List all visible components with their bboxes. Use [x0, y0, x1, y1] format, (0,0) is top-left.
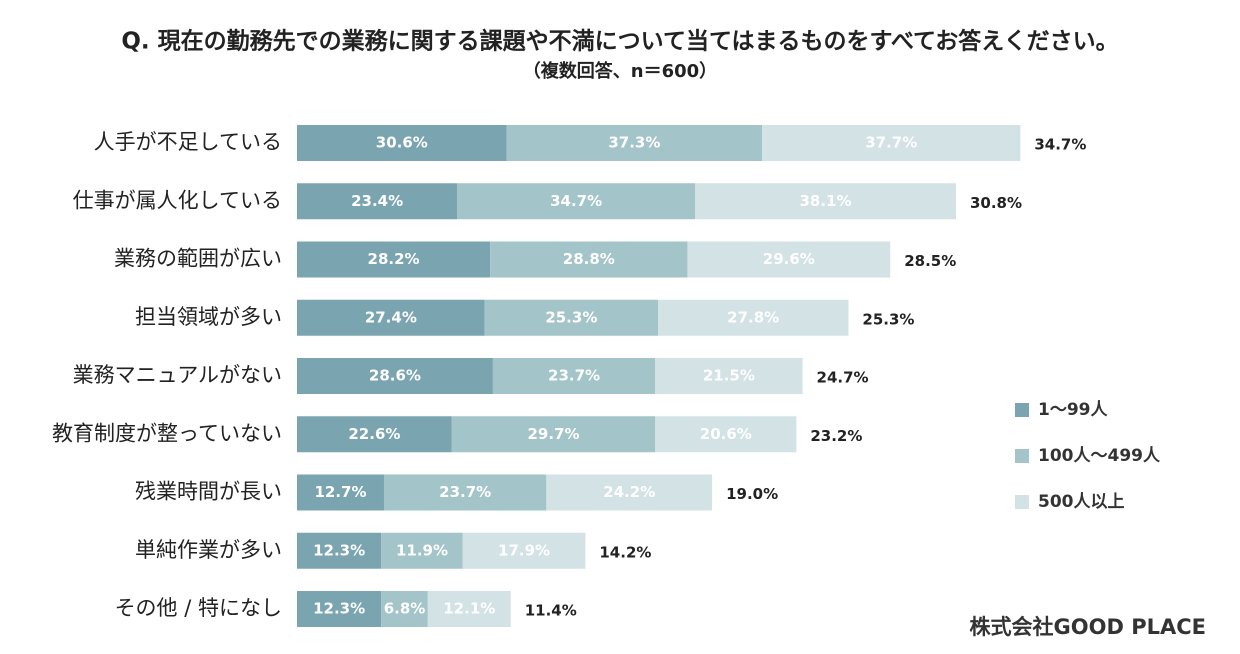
- bar-segment: [297, 474, 384, 511]
- bar-segment: [762, 125, 1021, 161]
- data-label: 27.8%: [727, 308, 779, 326]
- bar-segment: [506, 125, 763, 161]
- data-label: 12.3%: [313, 541, 365, 559]
- data-label: 12.7%: [314, 483, 366, 501]
- total-label: 14.2%: [599, 543, 651, 561]
- bar-segment: [297, 241, 491, 278]
- legend-label: 1〜99人: [1038, 400, 1108, 420]
- bar-segment: [297, 532, 382, 569]
- data-label: 28.6%: [369, 367, 421, 385]
- category-label: 業務マニュアルがない: [73, 363, 282, 387]
- bar-segment: [383, 474, 547, 511]
- total-label: 25.3%: [862, 310, 914, 328]
- category-label: 単純作業が多い: [135, 538, 282, 562]
- bar-segment: [381, 532, 463, 569]
- total-label: 34.7%: [1034, 136, 1086, 154]
- data-label: 24.2%: [603, 483, 655, 501]
- bar-segment: [297, 591, 382, 627]
- total-label: 28.5%: [904, 252, 956, 270]
- bar-segment: [462, 532, 586, 569]
- data-label: 20.6%: [700, 425, 752, 443]
- bar-segment: [457, 183, 695, 220]
- bar-segment: [297, 358, 493, 394]
- bar-segment: [427, 591, 511, 627]
- bar-segment: [484, 299, 658, 336]
- bar-segment: [655, 416, 797, 453]
- bar-segment: [694, 183, 956, 220]
- category-label: 残業時間が長い: [135, 480, 282, 504]
- total-label: 30.8%: [970, 194, 1022, 212]
- bar-segment: [381, 591, 428, 627]
- legend-label: 500人以上: [1038, 492, 1125, 512]
- legend-swatch: [1015, 403, 1029, 417]
- total-label: 23.2%: [810, 427, 862, 445]
- chart-title: Q. 現在の勤務先での業務に関する課題や不満について当てはまるものをすべてお答え…: [121, 28, 1118, 55]
- legend-swatch: [1015, 449, 1029, 463]
- data-label: 12.1%: [443, 600, 495, 618]
- data-label: 29.6%: [763, 250, 815, 268]
- category-label: 仕事が属人化している: [73, 188, 282, 212]
- data-label: 25.3%: [545, 308, 597, 326]
- data-label: 23.7%: [548, 367, 600, 385]
- bar-segment: [297, 125, 507, 161]
- chart-subtitle: （複数回答、n＝600）: [523, 60, 717, 82]
- data-label: 11.9%: [396, 541, 448, 559]
- bar-segment: [297, 416, 452, 453]
- data-label: 22.6%: [348, 425, 400, 443]
- bar-segment: [657, 299, 849, 336]
- data-label: 17.9%: [498, 541, 550, 559]
- category-label: 担当領域が多い: [135, 305, 282, 329]
- data-label: 23.4%: [351, 192, 403, 210]
- data-label: 27.4%: [365, 308, 417, 326]
- category-label: その他 / 特になし: [115, 596, 282, 620]
- data-label: 23.7%: [439, 483, 491, 501]
- data-label: 28.8%: [563, 250, 615, 268]
- data-label: 29.7%: [528, 425, 580, 443]
- data-label: 30.6%: [376, 134, 428, 152]
- category-label: 業務の範囲が広い: [114, 247, 282, 271]
- data-label: 28.2%: [368, 250, 420, 268]
- data-label: 34.7%: [550, 192, 602, 210]
- data-label: 37.3%: [608, 134, 660, 152]
- logo: 株式会社GOOD PLACE: [970, 615, 1206, 639]
- data-label: 21.5%: [703, 367, 755, 385]
- category-label: 教育制度が整っていない: [52, 421, 282, 445]
- data-label: 38.1%: [799, 192, 851, 210]
- total-label: 19.0%: [726, 485, 778, 503]
- bar-segment: [492, 358, 656, 394]
- legend-label: 100人〜499人: [1038, 446, 1161, 466]
- data-label: 6.8%: [384, 600, 426, 618]
- bar-segment: [655, 358, 803, 394]
- bar-segment: [451, 416, 656, 453]
- data-label: 37.7%: [865, 134, 917, 152]
- category-label: 人手が不足している: [94, 130, 282, 154]
- total-label: 11.4%: [525, 602, 577, 620]
- bar-segment: [297, 299, 485, 336]
- total-label: 24.7%: [817, 369, 869, 387]
- legend-swatch: [1015, 495, 1029, 509]
- bar-segment: [687, 241, 891, 278]
- bar-segment: [546, 474, 713, 511]
- bar-segment: [490, 241, 688, 278]
- data-label: 12.3%: [313, 600, 365, 618]
- bar-segment: [297, 183, 458, 220]
